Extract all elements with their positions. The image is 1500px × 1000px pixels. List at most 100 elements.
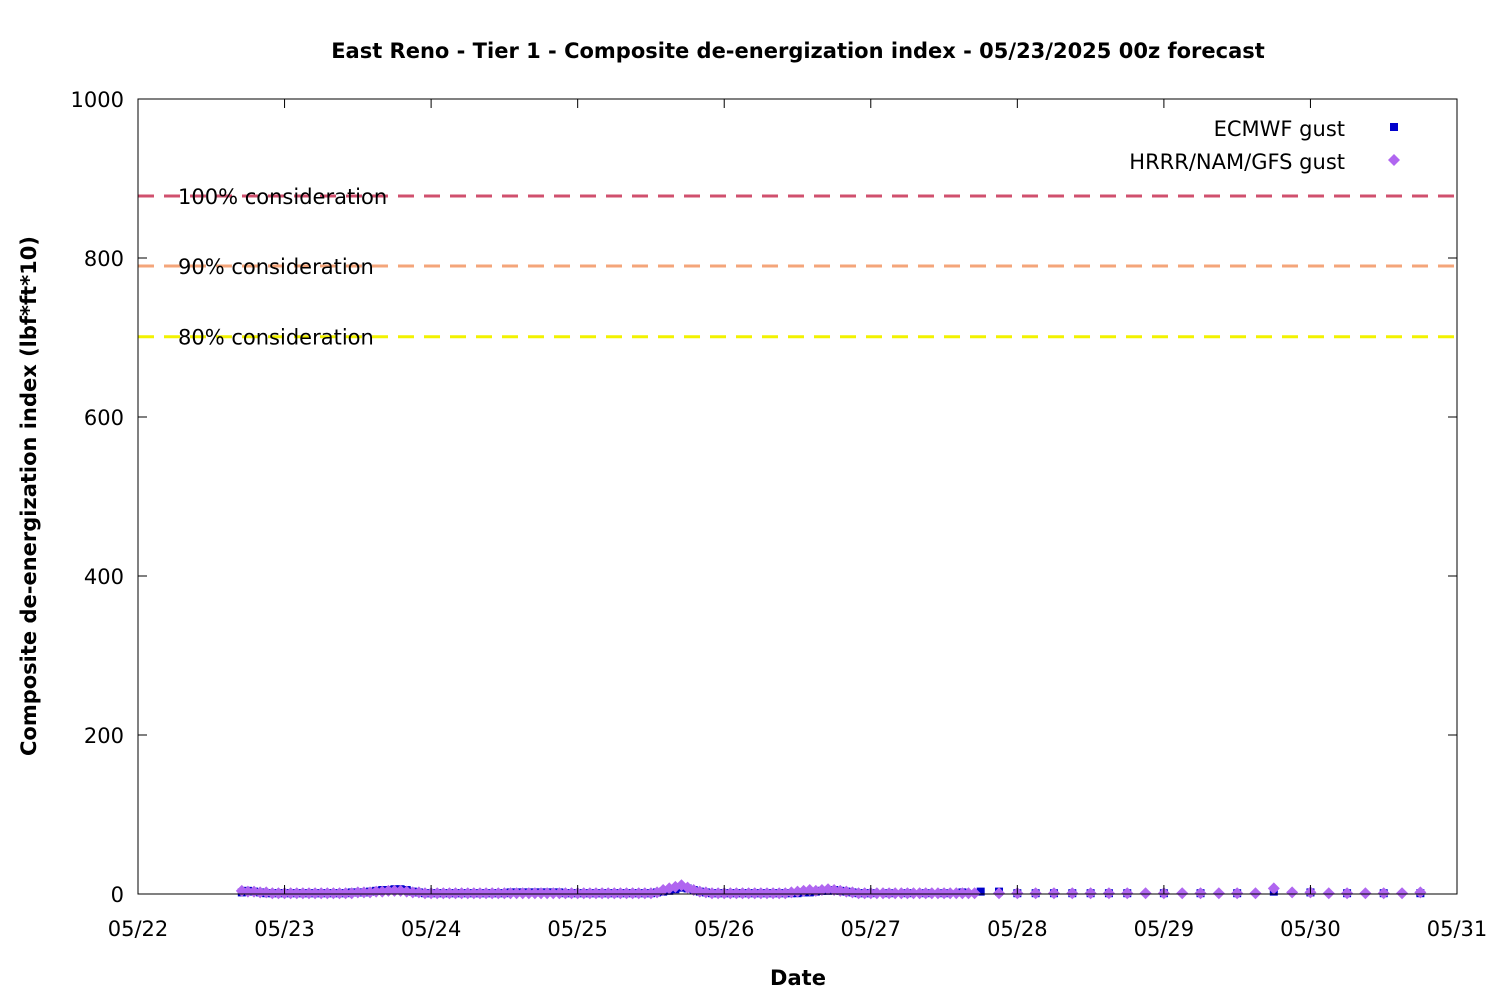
data-point: [596, 887, 609, 900]
data-point: [1121, 887, 1134, 900]
data-point: [406, 886, 419, 899]
data-point: [504, 887, 517, 900]
data-point: [895, 887, 908, 900]
data-point: [254, 886, 267, 899]
x-tick-label: 05/30: [1280, 917, 1341, 941]
y-axis-label: Composite de-energization index (lbf*ft*…: [17, 236, 41, 756]
y-tick-label: 800: [84, 247, 124, 271]
data-point: [706, 887, 719, 900]
data-point: [266, 887, 279, 900]
data-point: [437, 887, 450, 900]
data-point: [241, 885, 254, 898]
data-point: [730, 887, 743, 900]
data-point: [480, 887, 493, 900]
data-point: [296, 887, 309, 900]
series-layer: [235, 879, 1427, 900]
legend-label-hrrr: HRRR/NAM/GFS gust: [1129, 150, 1345, 174]
data-point: [913, 887, 926, 900]
data-point: [852, 887, 865, 900]
data-point: [944, 887, 957, 900]
data-point: [1102, 887, 1115, 900]
data-point: [370, 885, 383, 898]
x-tick-label: 05/23: [254, 917, 315, 941]
data-point: [449, 887, 462, 900]
data-point: [1396, 887, 1409, 900]
data-point: [712, 887, 725, 900]
legend-label-ecmwf: ECMWF gust: [1214, 117, 1345, 141]
y-tick-label: 400: [84, 565, 124, 589]
data-point: [577, 887, 590, 900]
data-point: [565, 887, 578, 900]
data-point: [467, 887, 480, 900]
y-tick-label: 600: [84, 406, 124, 430]
data-point: [321, 887, 334, 900]
data-point: [327, 887, 340, 900]
chart-title: East Reno - Tier 1 - Composite de-energi…: [331, 39, 1265, 63]
data-point: [632, 887, 645, 900]
x-tick-label: 05/26: [694, 917, 755, 941]
y-tick-label: 1000: [71, 88, 124, 112]
data-point: [602, 887, 615, 900]
data-point: [1139, 887, 1152, 900]
data-point: [492, 887, 505, 900]
data-point: [907, 887, 920, 900]
x-tick-label: 05/25: [547, 917, 608, 941]
data-point: [748, 887, 761, 900]
data-point: [510, 887, 523, 900]
x-tick-label: 05/24: [401, 917, 462, 941]
data-point: [455, 887, 468, 900]
threshold-label: 80% consideration: [178, 326, 374, 350]
data-point: [889, 887, 902, 900]
x-tick-label: 05/28: [987, 917, 1048, 941]
data-point: [1341, 887, 1354, 900]
y-axis: 0 200 400 600 800 1000: [71, 88, 1457, 907]
data-point: [547, 887, 560, 900]
data-point: [541, 887, 554, 900]
data-point: [443, 887, 456, 900]
data-point: [993, 887, 1006, 900]
x-tick-label: 05/31: [1427, 917, 1488, 941]
data-point: [1267, 882, 1280, 895]
data-point: [1194, 887, 1207, 900]
data-point: [1066, 887, 1079, 900]
data-point: [1084, 887, 1097, 900]
data-point: [760, 887, 773, 900]
x-axis: 05/22 05/23 05/24 05/25 05/26 05/27 05/28 05/29…: [108, 99, 1488, 941]
data-point: [638, 887, 651, 900]
data-point: [1231, 887, 1244, 900]
data-point: [608, 887, 621, 900]
x-axis-label: Date: [770, 966, 826, 990]
data-point: [528, 887, 541, 900]
data-point: [931, 887, 944, 900]
data-point: [522, 887, 535, 900]
data-point: [431, 887, 444, 900]
data-point: [339, 887, 352, 900]
data-point: [956, 887, 969, 900]
data-point: [736, 887, 749, 900]
data-point: [1286, 886, 1299, 899]
data-point: [742, 887, 755, 900]
data-point: [1359, 887, 1372, 900]
data-point: [357, 886, 370, 899]
data-point: [461, 887, 474, 900]
legend-marker-hrrr: [1388, 154, 1400, 166]
data-point: [486, 887, 499, 900]
data-point: [962, 887, 975, 900]
data-point: [333, 887, 346, 900]
data-point: [950, 887, 963, 900]
data-point: [626, 887, 639, 900]
data-point: [589, 887, 602, 900]
data-point: [248, 885, 261, 898]
data-point: [901, 887, 914, 900]
threshold-label: 100% consideration: [178, 185, 387, 209]
data-point: [773, 887, 786, 900]
y-tick-label: 0: [111, 883, 124, 907]
data-point: [419, 887, 432, 900]
data-point: [583, 887, 596, 900]
data-point: [1377, 887, 1390, 900]
data-point: [1029, 887, 1042, 900]
data-point: [1414, 886, 1427, 899]
threshold-label: 90% consideration: [178, 255, 374, 279]
